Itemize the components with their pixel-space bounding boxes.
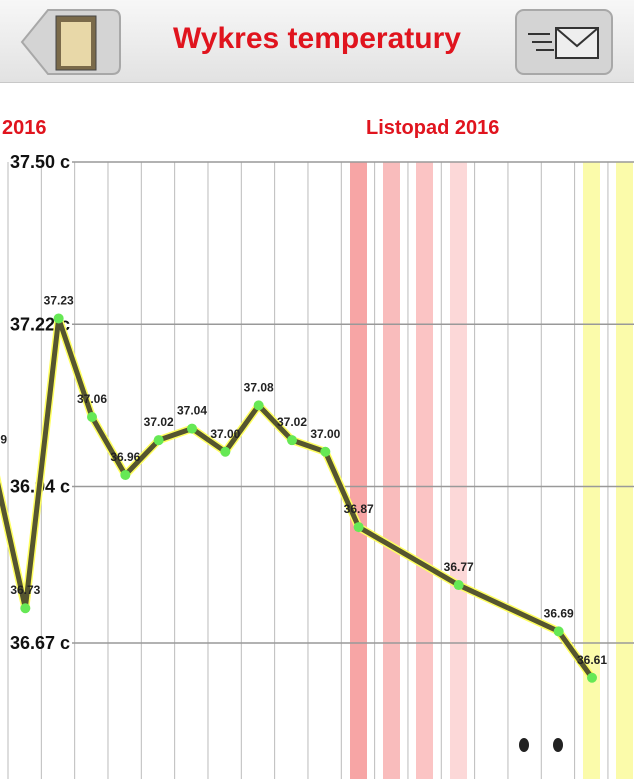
point bbox=[187, 423, 197, 434]
point bbox=[120, 469, 131, 480]
point bbox=[287, 435, 297, 446]
point bbox=[353, 522, 364, 533]
bands bbox=[350, 162, 633, 779]
band bbox=[616, 162, 633, 779]
band bbox=[416, 162, 433, 779]
header: Wykres temperatury bbox=[0, 0, 634, 83]
value-label: 37.02 bbox=[144, 415, 174, 429]
point bbox=[20, 603, 31, 614]
value-label: 36.61 bbox=[577, 653, 607, 667]
point bbox=[253, 400, 264, 411]
value-label: 37.23 bbox=[44, 293, 74, 307]
value-label: 37.06 bbox=[77, 392, 107, 406]
line-halo bbox=[0, 314, 596, 681]
band bbox=[350, 162, 367, 779]
value-label: 37.08 bbox=[244, 380, 274, 394]
point bbox=[587, 672, 597, 683]
value-label: 37.00 bbox=[210, 427, 240, 441]
mail-button[interactable] bbox=[515, 9, 613, 75]
point bbox=[220, 446, 231, 457]
value-label: 37.00 bbox=[310, 427, 340, 441]
y-tick-label: 36.67 c bbox=[10, 633, 70, 653]
back-button[interactable] bbox=[20, 9, 121, 75]
calendar-page[interactable] bbox=[61, 22, 91, 66]
point bbox=[53, 313, 64, 324]
vertical-grid bbox=[7, 162, 609, 779]
band bbox=[450, 162, 467, 779]
header-icons bbox=[20, 9, 613, 75]
value-label: 36.96 bbox=[110, 450, 140, 464]
band bbox=[383, 162, 400, 779]
value-label: 37.02 bbox=[277, 415, 307, 429]
month-label: 2016 bbox=[2, 117, 47, 139]
point bbox=[453, 580, 464, 591]
value-label: 36.87 bbox=[344, 502, 374, 516]
point bbox=[87, 411, 97, 422]
envelope-lines[interactable] bbox=[528, 27, 599, 51]
value-label: 36.99 bbox=[0, 433, 7, 447]
point bbox=[320, 446, 331, 457]
value-label: 36.77 bbox=[444, 560, 474, 574]
line bbox=[0, 315, 595, 680]
value-label: 36.73 bbox=[10, 583, 40, 597]
point bbox=[553, 626, 564, 637]
value-label: 36.69 bbox=[544, 606, 574, 620]
y-tick-label: 37.50 c bbox=[10, 152, 70, 172]
drop-icon bbox=[553, 738, 563, 752]
value-label: 37.04 bbox=[177, 404, 207, 418]
point bbox=[153, 435, 164, 446]
drop-icon bbox=[519, 738, 529, 752]
title: Wykres temperatury bbox=[173, 22, 461, 55]
band bbox=[583, 162, 600, 779]
month-label: Listopad 2016 bbox=[366, 117, 499, 139]
